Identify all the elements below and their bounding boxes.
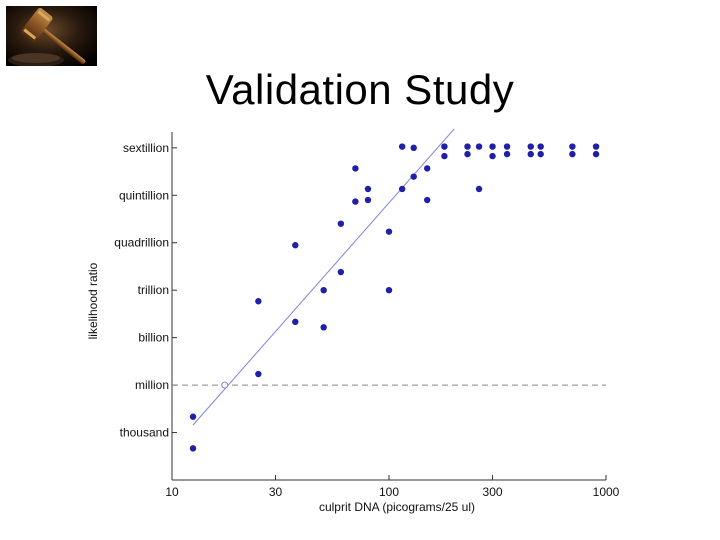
data-point bbox=[592, 150, 600, 158]
x-tick-label: 30 bbox=[269, 485, 283, 499]
data-point bbox=[441, 143, 448, 150]
y-tick-label: trillion bbox=[138, 283, 169, 297]
data-point bbox=[337, 220, 345, 227]
data-point bbox=[464, 143, 471, 150]
data-point bbox=[352, 198, 359, 205]
y-tick-label: quadrillion bbox=[114, 236, 169, 250]
data-point bbox=[320, 286, 327, 294]
data-point bbox=[385, 286, 393, 294]
data-point bbox=[398, 143, 406, 150]
data-point bbox=[337, 268, 345, 276]
data-point bbox=[537, 150, 544, 158]
data-point bbox=[292, 241, 299, 249]
x-tick-label: 1000 bbox=[593, 485, 620, 499]
data-point bbox=[464, 150, 471, 158]
data-point bbox=[489, 152, 496, 160]
data-point bbox=[385, 228, 393, 235]
data-point bbox=[569, 143, 576, 150]
data-point bbox=[475, 185, 483, 193]
y-tick-label: million bbox=[135, 378, 169, 392]
data-point bbox=[410, 173, 417, 180]
x-tick-label: 300 bbox=[483, 485, 503, 499]
data-point bbox=[537, 143, 544, 150]
data-point bbox=[489, 143, 496, 150]
data-point bbox=[410, 144, 417, 152]
y-axis-label: likelihood ratio bbox=[86, 262, 100, 339]
data-point bbox=[189, 445, 197, 452]
data-point bbox=[364, 185, 372, 193]
x-tick-label: 100 bbox=[379, 485, 399, 499]
y-tick-label: billion bbox=[138, 331, 169, 345]
data-point bbox=[503, 143, 511, 150]
y-tick-label: quintillion bbox=[119, 188, 169, 202]
data-point bbox=[292, 318, 299, 326]
data-point bbox=[255, 370, 262, 378]
data-point bbox=[352, 165, 359, 172]
data-point bbox=[424, 165, 431, 172]
data-point bbox=[320, 324, 327, 331]
data-point bbox=[527, 150, 534, 158]
x-axis-label: culprit DNA (picograms/25 ul) bbox=[319, 500, 475, 514]
threshold-marker bbox=[221, 381, 229, 389]
data-point bbox=[424, 196, 431, 204]
slide-title: Validation Study bbox=[205, 66, 515, 113]
y-tick-label: thousand bbox=[120, 426, 169, 440]
data-point bbox=[364, 196, 372, 204]
gavel-icon bbox=[6, 6, 97, 66]
data-point bbox=[189, 413, 197, 420]
data-point bbox=[398, 185, 406, 193]
data-point bbox=[592, 143, 600, 150]
data-point bbox=[441, 152, 448, 160]
data-point bbox=[503, 150, 511, 158]
data-point bbox=[527, 143, 534, 150]
data-point bbox=[569, 150, 576, 158]
data-point bbox=[255, 298, 262, 305]
y-tick-label: sextillion bbox=[123, 141, 169, 155]
data-point bbox=[475, 143, 483, 150]
regression-line bbox=[192, 128, 455, 426]
x-tick-label: 10 bbox=[165, 485, 179, 499]
